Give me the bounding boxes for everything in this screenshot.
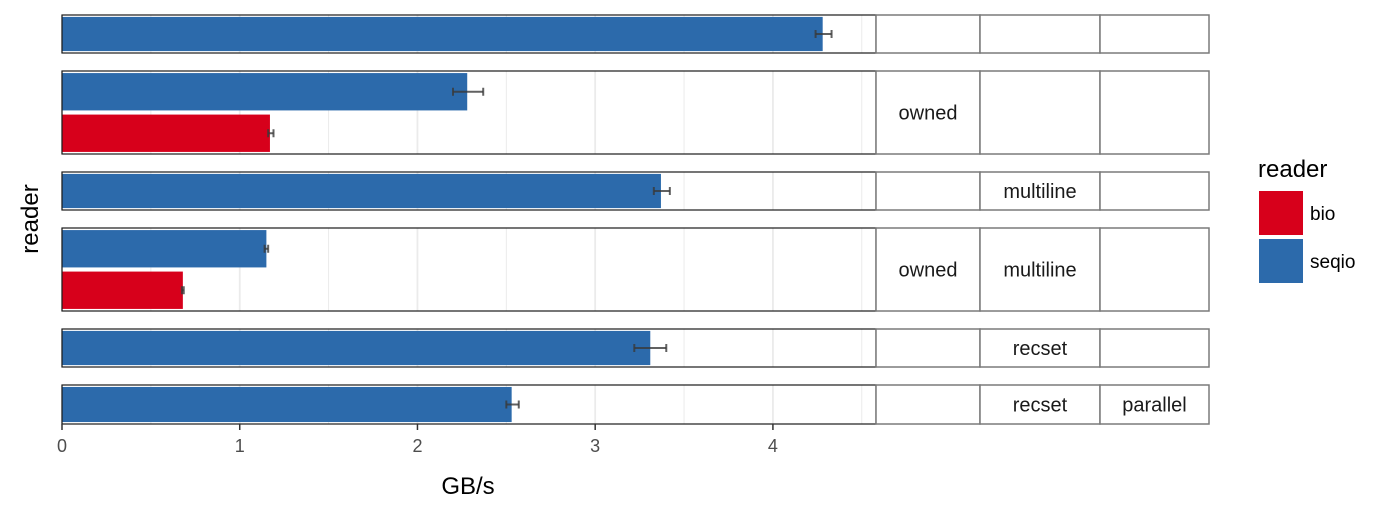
facet-strip xyxy=(875,384,981,425)
facet-panel xyxy=(61,14,1210,54)
strip-label: owned xyxy=(899,103,958,125)
x-tick-label: 2 xyxy=(412,436,422,456)
x-tick-label: 1 xyxy=(235,436,245,456)
legend-title: reader xyxy=(1258,156,1327,183)
y-axis-title: reader xyxy=(17,184,44,253)
x-tick-label: 3 xyxy=(590,436,600,456)
facet-strip xyxy=(875,70,981,155)
legend-label-seqio: seqio xyxy=(1310,252,1355,273)
legend: reader bio seqio xyxy=(1258,156,1355,283)
strip-label: parallel xyxy=(1122,395,1186,417)
error-bar xyxy=(505,400,520,409)
facet-panel: recset xyxy=(61,328,1210,368)
strip-label: owned xyxy=(899,260,958,282)
strip-label: multiline xyxy=(1003,260,1076,282)
facet-strip xyxy=(979,70,1101,155)
x-axis: 0 1 2 3 4 xyxy=(57,424,778,456)
facet-strip xyxy=(1099,14,1210,54)
facet-strip xyxy=(1099,70,1210,155)
bar-seqio xyxy=(62,230,267,268)
error-bar xyxy=(180,286,185,295)
facet-panel: owned multiline xyxy=(61,227,1210,312)
strip-label: multiline xyxy=(1003,181,1076,203)
facet-strip xyxy=(979,384,1101,425)
legend-key-seqio xyxy=(1259,239,1303,283)
facet-strip xyxy=(875,171,981,211)
x-tick-label: 0 xyxy=(57,436,67,456)
bar-seqio xyxy=(62,73,468,111)
bar-seqio xyxy=(62,386,512,423)
facet-strip xyxy=(979,14,1101,54)
error-bar xyxy=(263,244,270,253)
facet-strip xyxy=(1099,227,1210,312)
facet-panel: owned xyxy=(61,70,1210,155)
error-bar xyxy=(814,30,833,38)
x-axis-title: GB/s xyxy=(441,473,494,500)
error-bar xyxy=(633,344,668,352)
bar-seqio xyxy=(62,173,661,209)
legend-key-bio xyxy=(1259,191,1303,235)
bar-bio xyxy=(62,114,270,152)
facet-panel: recset parallel xyxy=(61,384,1210,425)
facet-strip xyxy=(1099,384,1210,425)
facet-panel: multiline xyxy=(61,171,1210,211)
facet-strip xyxy=(875,328,981,368)
legend-label-bio: bio xyxy=(1310,204,1335,225)
bar-bio xyxy=(62,271,183,309)
facet-strip xyxy=(875,14,981,54)
x-tick-label: 4 xyxy=(768,436,778,456)
error-bar xyxy=(452,87,485,96)
facet-strip xyxy=(1099,171,1210,211)
error-bar xyxy=(267,129,275,138)
facet-strip xyxy=(979,171,1101,211)
strip-label: recset xyxy=(1013,338,1068,360)
bar-seqio xyxy=(62,330,651,366)
facet-strip xyxy=(1099,328,1210,368)
strip-label: recset xyxy=(1013,395,1068,417)
bar-seqio xyxy=(62,16,823,52)
error-bar xyxy=(652,187,671,195)
